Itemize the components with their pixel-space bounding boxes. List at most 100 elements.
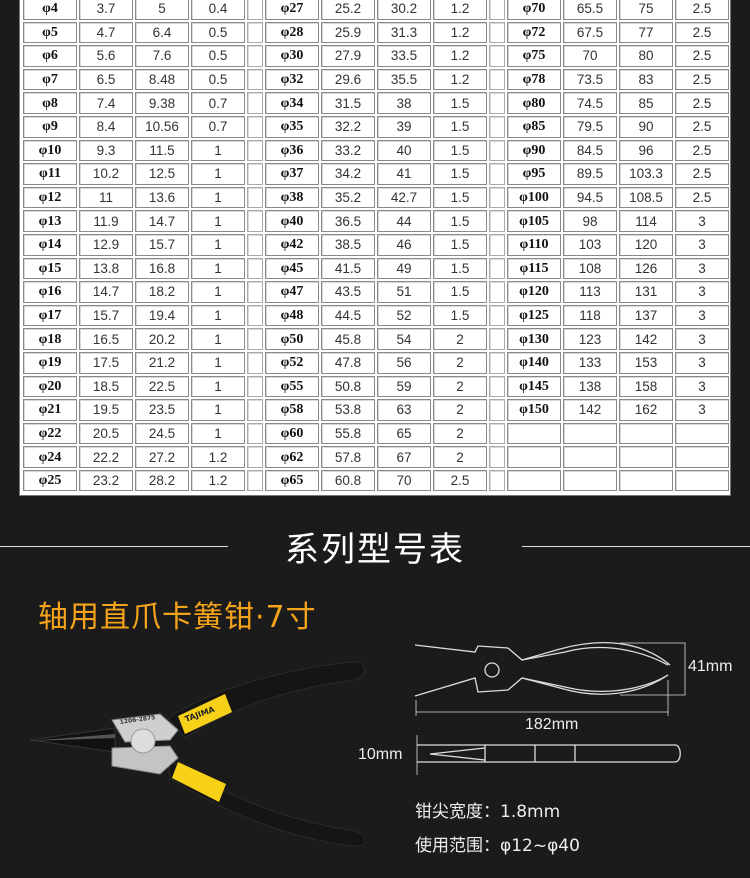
value-cell: 6.5 — [79, 68, 133, 91]
value-cell: 2.5 — [675, 115, 729, 138]
value-cell: 0.5 — [191, 68, 245, 91]
value-cell: 73.5 — [563, 68, 617, 91]
spacer-cell — [247, 233, 263, 256]
value-cell: 67 — [377, 446, 431, 468]
value-cell: 1 — [191, 233, 245, 256]
value-cell: 27.9 — [321, 45, 375, 67]
value-cell: 1.2 — [433, 21, 487, 44]
size-cell: φ28 — [265, 21, 319, 44]
table-row: φ25 23.2 28.2 1.2 φ65 60.8 70 2.5 — [23, 469, 729, 492]
size-cell: φ20 — [23, 375, 77, 398]
table-row: φ17 15.7 19.4 1 φ48 44.5 52 1.5 φ125 118 137 3 — [23, 304, 729, 327]
spacer-cell — [489, 68, 505, 91]
value-cell: 38 — [377, 92, 431, 114]
size-cell: φ10 — [23, 139, 77, 162]
value-cell: 133 — [563, 351, 617, 374]
spacer-cell — [247, 257, 263, 280]
size-cell: φ8 — [23, 92, 77, 114]
value-cell: 32.2 — [321, 115, 375, 138]
size-cell: φ25 — [23, 469, 77, 492]
value-cell: 44 — [377, 210, 431, 232]
value-cell: 23.5 — [135, 399, 189, 421]
size-cell: φ5 — [23, 21, 77, 44]
spec-table: φ4 3.7 5 0.4 φ27 25.2 30.2 1.2 φ70 65.5 75 2.5 φ5 4.7… — [19, 0, 731, 496]
value-cell: 1 — [191, 139, 245, 162]
value-cell: 1 — [191, 375, 245, 398]
value-cell: 162 — [619, 399, 673, 421]
spacer-cell — [247, 210, 263, 232]
value-cell: 1 — [191, 210, 245, 232]
title-rule-right — [522, 546, 750, 547]
table-row: φ19 17.5 21.2 1 φ52 47.8 56 2 φ140 133 153 3 — [23, 351, 729, 374]
size-cell: φ21 — [23, 399, 77, 421]
value-cell: 2.5 — [675, 21, 729, 44]
table-row: φ5 4.7 6.4 0.5 φ28 25.9 31.3 1.2 φ72 67.5 77 2.5 — [23, 21, 729, 44]
value-cell: 1.5 — [433, 163, 487, 185]
value-cell: 1.5 — [433, 186, 487, 209]
value-cell: 2.5 — [675, 163, 729, 185]
value-cell: 12.5 — [135, 163, 189, 185]
value-cell: 2.5 — [433, 469, 487, 492]
spacer-cell — [247, 422, 263, 445]
value-cell: 10.56 — [135, 115, 189, 138]
size-cell: φ16 — [23, 281, 77, 303]
size-cell: φ72 — [507, 21, 561, 44]
table-row: φ14 12.9 15.7 1 φ42 38.5 46 1.5 φ110 103 120 3 — [23, 233, 729, 256]
value-cell: 42.7 — [377, 186, 431, 209]
table-row: φ11 10.2 12.5 1 φ37 34.2 41 1.5 φ95 89.5 103.3 2.5 — [23, 163, 729, 185]
value-cell: 2.5 — [675, 45, 729, 67]
size-cell: φ58 — [265, 399, 319, 421]
size-cell: φ34 — [265, 92, 319, 114]
size-cell: φ48 — [265, 304, 319, 327]
value-cell: 94.5 — [563, 186, 617, 209]
spacer-cell — [489, 422, 505, 445]
value-cell: 123 — [563, 328, 617, 350]
size-cell: φ45 — [265, 257, 319, 280]
size-cell: φ125 — [507, 304, 561, 327]
value-cell: 65.5 — [563, 0, 617, 20]
spacer-cell — [247, 351, 263, 374]
spacer-cell — [247, 92, 263, 114]
spacer-cell — [247, 469, 263, 492]
value-cell: 77 — [619, 21, 673, 44]
value-cell: 142 — [563, 399, 617, 421]
value-cell: 27.2 — [135, 446, 189, 468]
value-cell: 103 — [563, 233, 617, 256]
value-cell: 28.2 — [135, 469, 189, 492]
table-row: φ8 7.4 9.38 0.7 φ34 31.5 38 1.5 φ80 74.5 85 2.5 — [23, 92, 729, 114]
size-cell: φ120 — [507, 281, 561, 303]
thickness-dimension-label: 10mm — [358, 746, 403, 763]
table-row: φ18 16.5 20.2 1 φ50 45.8 54 2 φ130 123 142 3 — [23, 328, 729, 350]
length-dimension-label: 182mm — [525, 716, 579, 733]
value-cell: 20.2 — [135, 328, 189, 350]
table-row: φ7 6.5 8.48 0.5 φ32 29.6 35.5 1.2 φ78 73.5 83 2.5 — [23, 68, 729, 91]
size-cell: φ6 — [23, 45, 77, 67]
value-cell: 131 — [619, 281, 673, 303]
value-cell: 40 — [377, 139, 431, 162]
value-cell: 1 — [191, 186, 245, 209]
size-cell: φ17 — [23, 304, 77, 327]
size-cell: φ40 — [265, 210, 319, 232]
spacer-cell — [247, 115, 263, 138]
size-cell: φ60 — [265, 422, 319, 445]
value-cell: 96 — [619, 139, 673, 162]
value-cell: 2.5 — [675, 139, 729, 162]
size-cell: φ14 — [23, 233, 77, 256]
value-cell: 75 — [619, 0, 673, 20]
value-cell: 18.2 — [135, 281, 189, 303]
value-cell: 24.5 — [135, 422, 189, 445]
size-cell: φ7 — [23, 68, 77, 91]
value-cell: 158 — [619, 375, 673, 398]
size-cell: φ18 — [23, 328, 77, 350]
size-cell: φ65 — [265, 469, 319, 492]
size-cell: φ80 — [507, 92, 561, 114]
size-cell: φ36 — [265, 139, 319, 162]
value-cell: 35.2 — [321, 186, 375, 209]
value-cell: 137 — [619, 304, 673, 327]
size-cell: φ22 — [23, 422, 77, 445]
pliers-dimension-diagram — [414, 641, 686, 775]
value-cell: 1.2 — [191, 469, 245, 492]
value-cell: 11.5 — [135, 139, 189, 162]
value-cell: 1 — [191, 257, 245, 280]
value-cell: 2.5 — [675, 68, 729, 91]
